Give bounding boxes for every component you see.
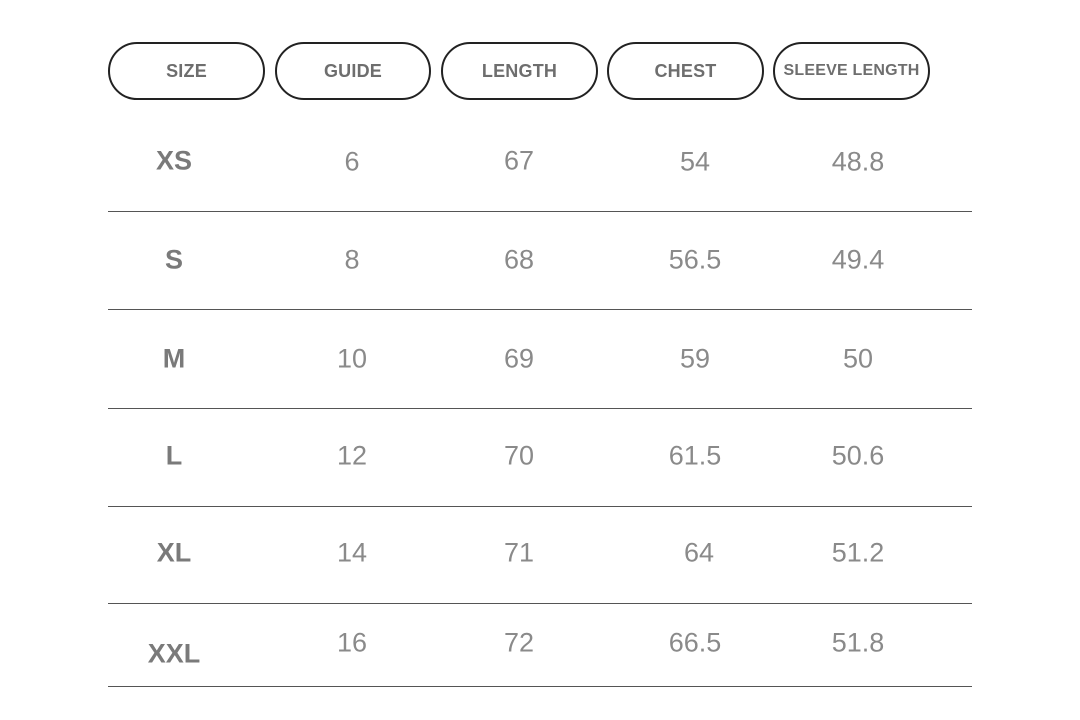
header-guide: GUIDE	[275, 42, 431, 100]
table-cell-chest: 64	[683, 537, 715, 568]
table-cell-size: XS	[155, 145, 193, 176]
row-divider	[108, 408, 972, 409]
table-cell-length: 72	[503, 627, 535, 658]
row-divider	[108, 309, 972, 310]
table-cell-chest: 66.5	[668, 627, 722, 658]
table-cell-sleeve: 50.6	[831, 440, 885, 471]
table-cell-size: M	[162, 343, 186, 374]
table-cell-guide: 16	[336, 627, 368, 658]
table-cell-chest: 54	[679, 146, 711, 177]
table-cell-sleeve: 51.2	[831, 537, 885, 568]
table-cell-sleeve: 49.4	[831, 244, 885, 275]
table-cell-chest: 56.5	[668, 244, 722, 275]
header-size: SIZE	[108, 42, 265, 100]
table-cell-sleeve: 51.8	[831, 627, 885, 658]
table-cell-length: 69	[503, 343, 535, 374]
table-cell-size: XXL	[147, 638, 201, 669]
table-cell-guide: 6	[344, 146, 360, 177]
row-divider	[108, 603, 972, 604]
table-cell-chest: 61.5	[668, 440, 722, 471]
table-cell-sleeve: 48.8	[831, 146, 885, 177]
table-cell-size: L	[165, 440, 183, 471]
table-cell-length: 71	[503, 537, 535, 568]
header-sleeve-length: SLEEVE LENGTH	[773, 42, 930, 100]
table-cell-guide: 10	[336, 343, 368, 374]
table-cell-size: S	[164, 244, 184, 275]
table-cell-size: XL	[156, 537, 192, 568]
row-divider	[108, 686, 972, 687]
table-cell-sleeve: 50	[842, 343, 874, 374]
table-cell-length: 70	[503, 440, 535, 471]
table-cell-length: 67	[503, 145, 535, 176]
header-chest: CHEST	[607, 42, 764, 100]
table-cell-guide: 14	[336, 537, 368, 568]
row-divider	[108, 211, 972, 212]
table-cell-guide: 12	[336, 440, 368, 471]
header-length: LENGTH	[441, 42, 598, 100]
row-divider	[108, 506, 972, 507]
table-cell-guide: 8	[344, 244, 360, 275]
table-cell-chest: 59	[679, 343, 711, 374]
table-cell-length: 68	[503, 244, 535, 275]
